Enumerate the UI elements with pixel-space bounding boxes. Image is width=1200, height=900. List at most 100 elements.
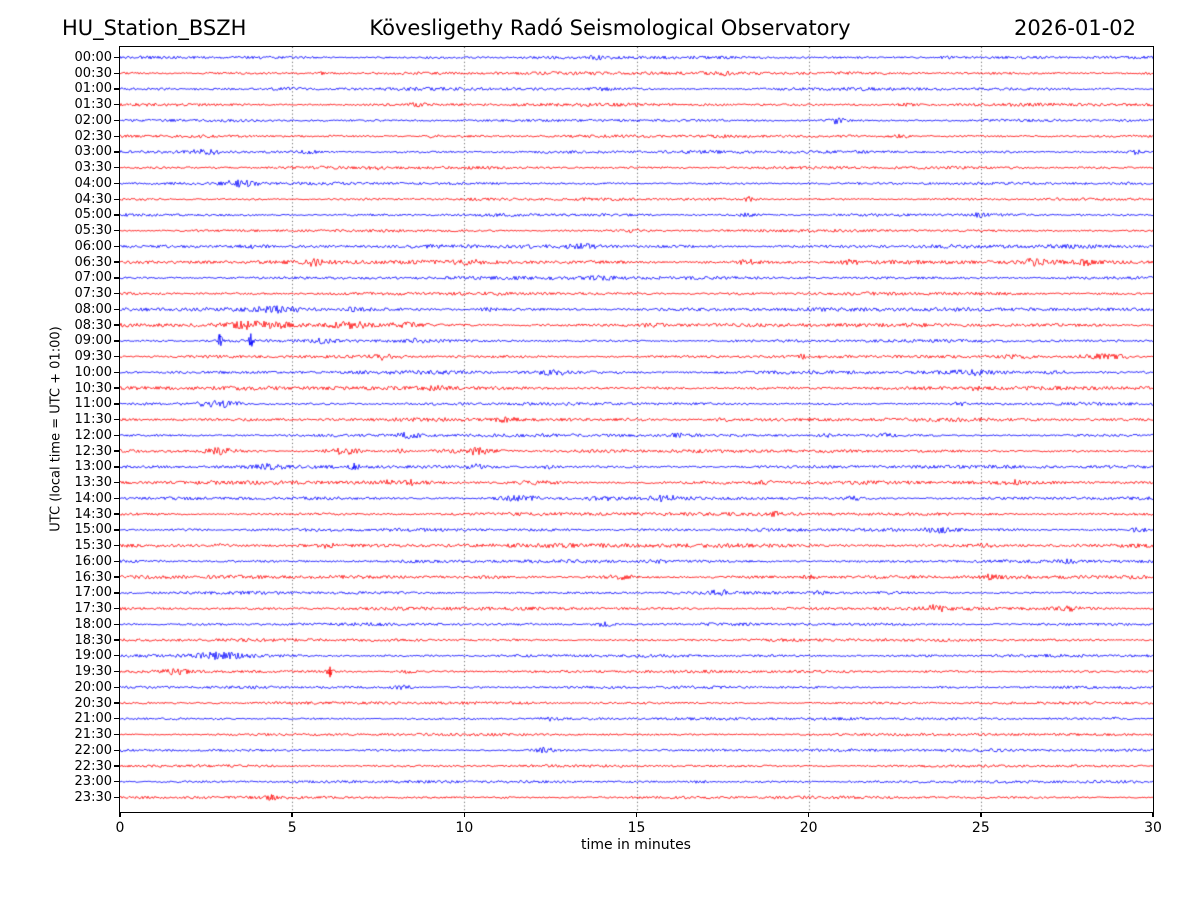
- y-tick-mark: [114, 544, 119, 547]
- y-tick-label: 19:00: [74, 648, 112, 664]
- x-tick-label: 5: [287, 820, 297, 836]
- y-tick-label: 21:00: [74, 711, 112, 727]
- y-tick-mark: [114, 513, 119, 515]
- x-tick-label: 20: [799, 820, 818, 836]
- y-tick-label: 04:00: [74, 175, 112, 191]
- y-tick-mark: [114, 371, 119, 374]
- y-tick-mark: [114, 718, 119, 720]
- y-tick-label: 12:00: [74, 427, 112, 443]
- x-axis-label: time in minutes: [581, 837, 691, 853]
- y-tick-label: 01:00: [74, 81, 112, 97]
- y-tick-label: 11:00: [74, 396, 112, 412]
- y-tick-label: 13:00: [74, 459, 112, 475]
- y-tick-mark: [114, 292, 119, 295]
- y-tick-label: 03:30: [74, 160, 112, 176]
- y-tick-mark: [114, 686, 119, 688]
- y-tick-mark: [114, 560, 119, 563]
- y-tick-mark: [114, 104, 119, 106]
- y-tick-mark: [114, 245, 119, 248]
- y-tick-mark: [114, 450, 119, 452]
- y-tick-mark: [114, 497, 119, 500]
- observatory-title: Kövesligethy Radó Seismological Observat…: [369, 16, 851, 40]
- y-tick-mark: [114, 765, 119, 767]
- x-tick-label: 25: [971, 820, 990, 836]
- y-tick-mark: [114, 607, 119, 610]
- x-tick-mark: [635, 812, 638, 817]
- y-tick-label: 22:30: [74, 758, 112, 774]
- y-tick-mark: [114, 702, 119, 704]
- y-tick-label: 21:30: [74, 727, 112, 743]
- y-tick-mark: [114, 639, 119, 641]
- y-tick-label: 14:00: [74, 490, 112, 506]
- y-tick-label: 06:30: [74, 254, 112, 270]
- y-tick-label: 10:30: [74, 380, 112, 396]
- y-tick-mark: [114, 340, 119, 342]
- y-tick-label: 03:00: [74, 144, 112, 160]
- y-tick-label: 14:30: [74, 506, 112, 522]
- y-tick-label: 00:30: [74, 65, 112, 81]
- y-tick-mark: [114, 308, 119, 311]
- y-tick-mark: [114, 261, 119, 263]
- x-tick-mark: [291, 812, 293, 817]
- x-tick-mark: [119, 812, 121, 817]
- y-tick-mark: [114, 229, 119, 232]
- y-tick-mark: [114, 135, 119, 137]
- y-tick-label: 23:00: [74, 774, 112, 790]
- y-tick-mark: [114, 529, 119, 531]
- y-tick-mark: [114, 434, 119, 437]
- y-tick-label: 19:30: [74, 664, 112, 680]
- y-tick-label: 00:00: [74, 50, 112, 65]
- x-tick-label: 30: [1144, 820, 1162, 836]
- y-tick-label: 08:00: [74, 301, 112, 317]
- y-tick-label: 13:30: [74, 475, 112, 491]
- y-tick-mark: [114, 151, 119, 153]
- y-tick-mark: [114, 670, 119, 673]
- y-tick-label: 10:00: [74, 364, 112, 380]
- y-tick-mark: [114, 655, 119, 657]
- y-tick-label: 20:30: [74, 695, 112, 711]
- y-tick-label: 20:00: [74, 679, 112, 695]
- y-tick-mark: [114, 481, 119, 484]
- y-tick-label: 09:00: [74, 333, 112, 349]
- y-tick-mark: [114, 167, 119, 169]
- y-tick-label: 16:00: [74, 553, 112, 569]
- y-tick-mark: [114, 214, 119, 216]
- x-tick-label: 0: [115, 820, 125, 836]
- y-tick-label: 09:30: [74, 349, 112, 365]
- y-tick-label: 05:00: [74, 207, 112, 223]
- y-tick-mark: [114, 56, 119, 59]
- y-tick-label: 02:30: [74, 128, 112, 144]
- y-tick-mark: [114, 277, 119, 279]
- y-tick-mark: [114, 576, 119, 578]
- station-title: HU_Station_BSZH: [62, 16, 247, 40]
- y-tick-mark: [114, 119, 119, 122]
- y-tick-label: 18:30: [74, 632, 112, 648]
- y-tick-label: 01:30: [74, 97, 112, 113]
- y-tick-mark: [114, 387, 119, 389]
- y-tick-label: 04:30: [74, 191, 112, 207]
- x-tick-label: 10: [455, 820, 474, 836]
- y-tick-label: 23:30: [74, 790, 112, 805]
- y-tick-label: 06:00: [74, 238, 112, 254]
- helicorder-canvas: [119, 46, 1153, 812]
- y-tick-label: 17:00: [74, 585, 112, 601]
- y-tick-label: 07:30: [74, 286, 112, 302]
- y-tick-mark: [114, 418, 119, 421]
- y-tick-mark: [114, 88, 119, 90]
- y-tick-mark: [114, 796, 119, 799]
- y-tick-mark: [114, 72, 119, 74]
- y-tick-label: 12:30: [74, 443, 112, 459]
- date-title: 2026-01-02: [1013, 16, 1136, 40]
- y-tick-label: 11:30: [74, 412, 112, 428]
- y-tick-label: 16:30: [74, 569, 112, 585]
- y-tick-label: 15:30: [74, 538, 112, 554]
- y-tick-label: 17:30: [74, 601, 112, 617]
- x-tick-mark: [980, 812, 982, 817]
- x-tick-label: 15: [627, 820, 646, 836]
- x-tick-mark: [463, 812, 466, 817]
- y-tick-label: 07:00: [74, 270, 112, 286]
- y-tick-label: 02:00: [74, 112, 112, 128]
- y-tick-mark: [114, 466, 119, 468]
- y-tick-label: 05:30: [74, 223, 112, 239]
